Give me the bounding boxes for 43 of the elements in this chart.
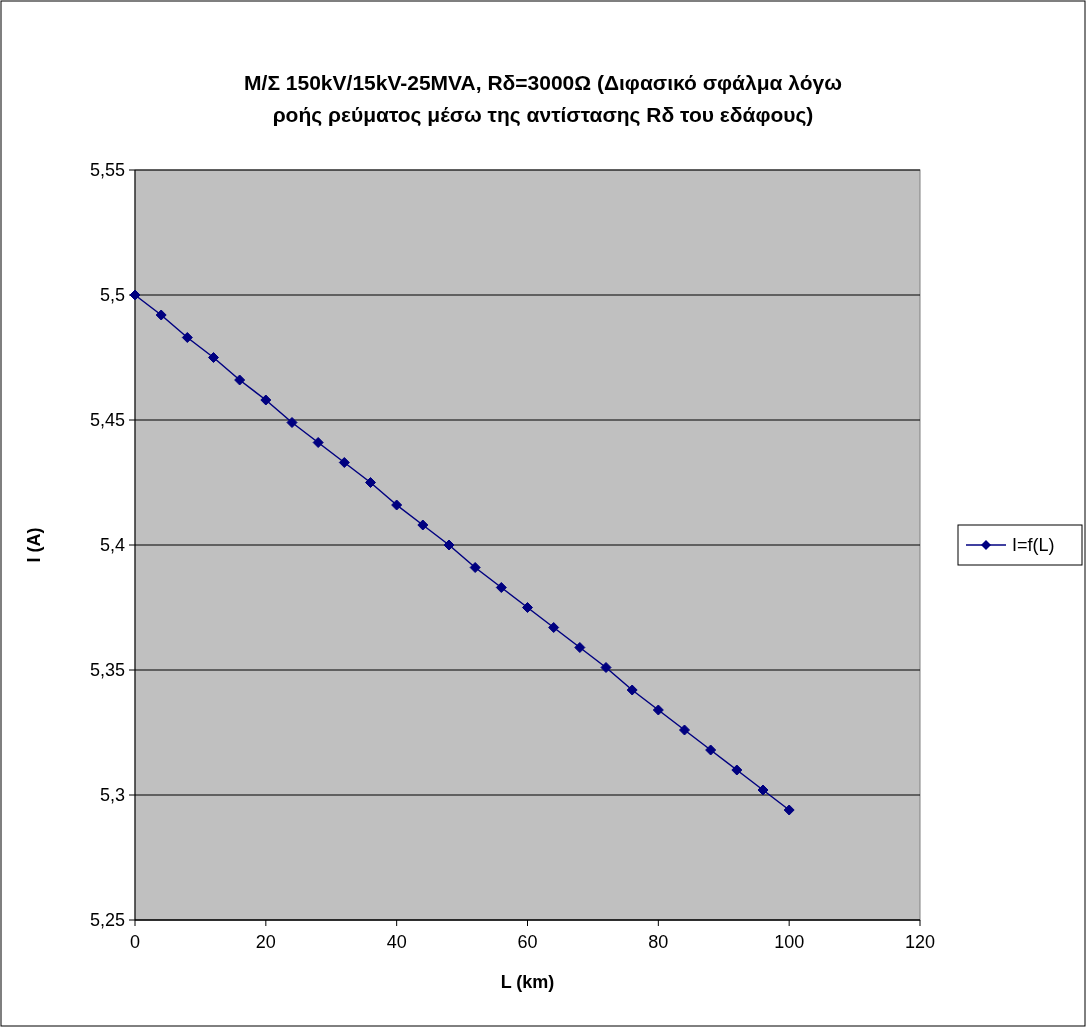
point — [365, 477, 376, 488]
point — [705, 744, 717, 756]
point — [469, 562, 481, 573]
y-axis-title: I (A) — [24, 527, 44, 563]
point — [600, 662, 612, 673]
y-tick-label: 5,25 — [89, 910, 125, 931]
x-tick-label: 0 — [129, 932, 141, 952]
point — [679, 724, 690, 736]
x-tick-label: 60 — [517, 932, 538, 952]
y-tick-label: 5,3 — [99, 785, 125, 806]
point — [208, 352, 219, 363]
point — [260, 394, 272, 406]
x-tick-label: 20 — [255, 932, 276, 952]
y-tick-label: 5,35 — [89, 660, 125, 681]
point — [391, 499, 403, 511]
point — [181, 332, 193, 343]
point — [548, 622, 560, 633]
point — [312, 437, 324, 448]
point — [652, 704, 664, 716]
point — [443, 539, 455, 551]
chart-title: Μ/Σ 150kV/15kV-25MVA, Rδ=3000Ω (Διφασικό σφάλμα λόγω ροής ρεύματος μέσω της αντίστασης Rδ του εδάφους) — [244, 71, 842, 127]
y-tick-label: 5,4 — [99, 535, 125, 556]
x-tick-label: 40 — [386, 932, 407, 952]
point — [155, 309, 167, 321]
y-tick-label: 5,45 — [89, 410, 125, 431]
x-tick-label: 100 — [774, 932, 805, 952]
point — [626, 684, 638, 696]
point — [234, 374, 246, 386]
point — [286, 417, 298, 428]
y-tick-label: 5,55 — [89, 160, 125, 181]
x-axis-title: L (km) — [500, 972, 555, 992]
legend-label: I=f(L) — [1012, 535, 1055, 556]
point — [417, 519, 429, 531]
point — [574, 642, 586, 653]
x-tick-label: 80 — [648, 932, 669, 952]
point — [757, 784, 769, 796]
point — [783, 804, 795, 816]
point — [731, 764, 743, 776]
point — [522, 602, 533, 613]
point — [338, 457, 350, 468]
point — [495, 582, 507, 593]
y-tick-label: 5,5 — [99, 285, 125, 306]
x-tick-label: 120 — [904, 932, 936, 952]
